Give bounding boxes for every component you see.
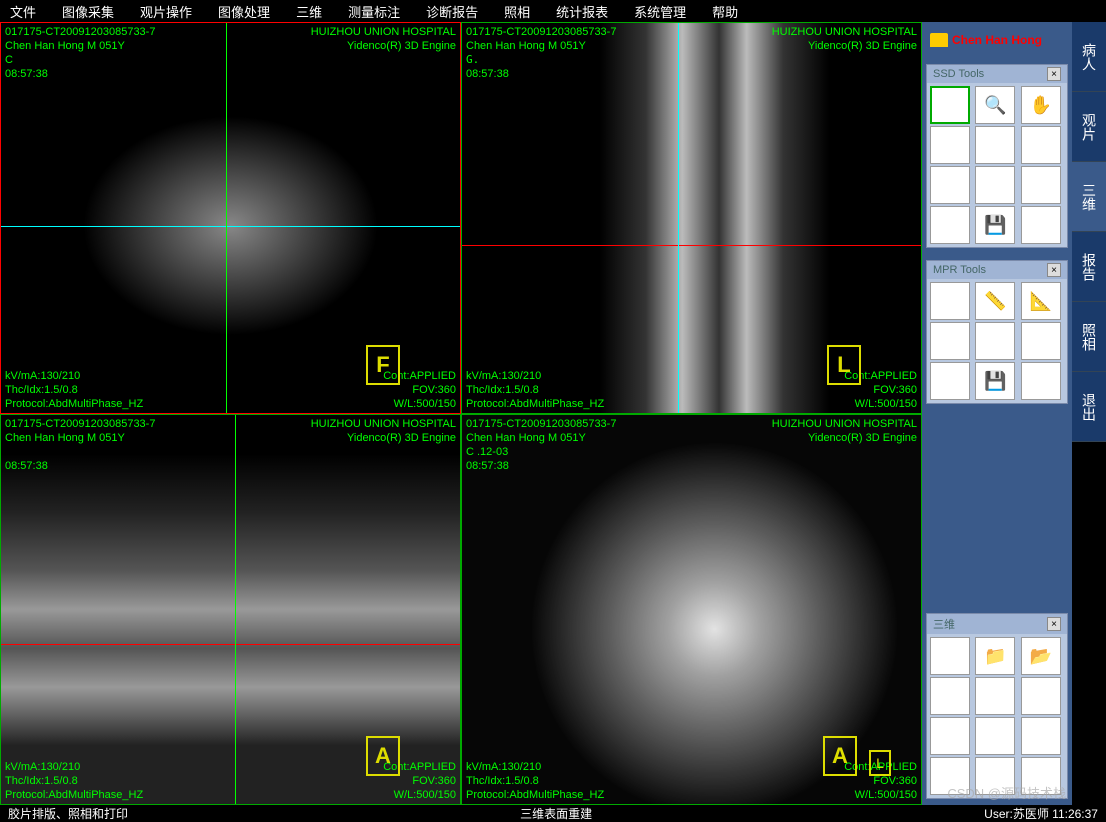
overlay-topleft: 017175-CT20091203085733-7Chen Han Hong M…	[466, 25, 616, 81]
tool-cube[interactable]: ◧	[975, 677, 1015, 715]
tool-pencil[interactable]: ✎	[975, 126, 1015, 164]
tool-grid2[interactable]: ⊞	[975, 717, 1015, 755]
watermark: CSDN @源码技术栈	[947, 783, 1066, 802]
tool-oval[interactable]: ⬭	[1021, 322, 1061, 360]
menu-诊断报告[interactable]: 诊断报告	[426, 2, 478, 21]
status-center: 三维表面重建	[520, 805, 592, 822]
tool-save[interactable]: 💾	[975, 206, 1015, 244]
san-toolbox: 三维× ▤📁📂⬚◧▨▪⊞☺〰	[926, 613, 1068, 799]
tool-empty[interactable]	[1021, 362, 1061, 400]
tab-退出[interactable]: 退出	[1072, 372, 1106, 442]
crosshair-v[interactable]	[678, 23, 679, 413]
overlay-botleft: kV/mA:130/210Thc/Idx:1.5/0.8Protocol:Abd…	[466, 760, 604, 802]
crosshair-v[interactable]	[235, 415, 236, 805]
status-left: 胶片排版、照相和打印	[8, 805, 128, 822]
menu-测量标注[interactable]: 测量标注	[348, 2, 400, 21]
viewport-sagittal[interactable]: 017175-CT20091203085733-7Chen Han Hong M…	[461, 22, 922, 414]
tab-照相[interactable]: 照相	[1072, 302, 1106, 372]
overlay-topright: HUIZHOU UNION HOSPITALYidenco(R) 3D Engi…	[311, 417, 456, 445]
menu-三维[interactable]: 三维	[296, 2, 322, 21]
tool-ruler1[interactable]: 📏	[975, 282, 1015, 320]
tool-undo[interactable]: ↶	[1021, 166, 1061, 204]
overlay-botleft: kV/mA:130/210Thc/Idx:1.5/0.8Protocol:Abd…	[466, 369, 604, 411]
tool-dotcircle[interactable]: ⊙	[930, 362, 970, 400]
overlay-topright: HUIZHOU UNION HOSPITALYidenco(R) 3D Engi…	[772, 25, 917, 53]
tool-empty[interactable]	[1021, 206, 1061, 244]
tool-hand[interactable]: ✋	[1021, 86, 1061, 124]
close-icon[interactable]: ×	[1047, 263, 1061, 277]
close-icon[interactable]: ×	[1047, 617, 1061, 631]
tool-ruler3[interactable]: ⟋	[930, 322, 970, 360]
status-bar: 胶片排版、照相和打印 三维表面重建 User:苏医师 11:26:37	[0, 805, 1106, 822]
menu-系统管理[interactable]: 系统管理	[634, 2, 686, 21]
tool-folder[interactable]: 📁	[975, 637, 1015, 675]
tool-ruler2[interactable]: 📐	[1021, 282, 1061, 320]
overlay-topleft: 017175-CT20091203085733-7Chen Han Hong M…	[5, 417, 155, 473]
crosshair-h[interactable]	[1, 226, 460, 227]
tool-rect[interactable]: ▭	[930, 86, 970, 124]
tool-sq[interactable]: ▪	[930, 717, 970, 755]
tool-save[interactable]: 💾	[975, 362, 1015, 400]
viewport-coronal[interactable]: 017175-CT20091203085733-7Chen Han Hong M…	[0, 414, 461, 806]
tool-lines[interactable]: ≡	[1021, 126, 1061, 164]
orientation-marker: F	[366, 345, 400, 385]
overlay-topleft: 017175-CT20091203085733-7Chen Han Hong M…	[466, 417, 616, 473]
folder-icon	[930, 33, 948, 47]
tool-scissors[interactable]: ✂	[975, 166, 1015, 204]
tool-lasso[interactable]: ◯	[930, 166, 970, 204]
mpr-toolbox: MPR Tools × ▦📏📐 ⟋◎⬭ ⊙💾	[926, 260, 1068, 404]
menu-bar: 文件 图像采集 观片操作 图像处理 三维 测量标注 诊断报告 照相 统计报表 系统管理 帮助	[0, 0, 1106, 22]
orientation-marker-a: A	[823, 736, 857, 776]
tab-观片[interactable]: 观片	[1072, 92, 1106, 162]
overlay-topright: HUIZHOU UNION HOSPITALYidenco(R) 3D Engi…	[772, 417, 917, 445]
tab-三维[interactable]: 三维	[1072, 162, 1106, 232]
sidebar-tabs: 病人观片三维报告照相退出	[1072, 22, 1106, 442]
tool-grid[interactable]: ▦	[930, 282, 970, 320]
overlay-botleft: kV/mA:130/210Thc/Idx:1.5/0.8Protocol:Abd…	[5, 760, 143, 802]
tool-mesh[interactable]: ▨	[1021, 677, 1061, 715]
ssd-title: SSD Tools	[933, 68, 984, 80]
mpr-title: MPR Tools	[933, 264, 986, 276]
san-title: 三维	[933, 616, 955, 632]
status-right: User:苏医师 11:26:37	[984, 805, 1098, 822]
crosshair-h[interactable]	[1, 644, 460, 645]
overlay-botleft: kV/mA:130/210Thc/Idx:1.5/0.8Protocol:Abd…	[5, 369, 143, 411]
orientation-marker-l: L	[869, 750, 891, 776]
orientation-marker: A	[366, 736, 400, 776]
menu-帮助[interactable]: 帮助	[712, 2, 738, 21]
patient-name: Chen Han Hong	[952, 33, 1042, 47]
orientation-marker: L	[827, 345, 861, 385]
viewport-grid: 017175-CT20091203085733-7Chen Han Hong M…	[0, 22, 922, 805]
patient-tag[interactable]: Chen Han Hong	[926, 28, 1068, 52]
menu-观片操作[interactable]: 观片操作	[140, 2, 192, 21]
tool-crop[interactable]: ⬚	[930, 677, 970, 715]
menu-照相[interactable]: 照相	[504, 2, 530, 21]
tool-sun[interactable]: ☼	[930, 126, 970, 164]
overlay-topleft: 017175-CT20091203085733-7Chen Han Hong M…	[5, 25, 155, 81]
tool-head[interactable]: ☺	[1021, 717, 1061, 755]
tab-报告[interactable]: 报告	[1072, 232, 1106, 302]
tool-zoom[interactable]: 🔍	[975, 86, 1015, 124]
crosshair-v[interactable]	[226, 23, 227, 413]
menu-图像采集[interactable]: 图像采集	[62, 2, 114, 21]
tab-病人[interactable]: 病人	[1072, 22, 1106, 92]
crosshair-h[interactable]	[462, 245, 921, 246]
menu-统计报表[interactable]: 统计报表	[556, 2, 608, 21]
ssd-toolbox: SSD Tools × ▭🔍✋ ☼✎≡ ◯✂↶ ⊘💾	[926, 64, 1068, 248]
right-panel: Chen Han Hong SSD Tools× ▭🔍✋☼✎≡◯✂↶⊘💾 MPR…	[922, 22, 1072, 805]
close-icon[interactable]: ×	[1047, 67, 1061, 81]
overlay-topright: HUIZHOU UNION HOSPITALYidenco(R) 3D Engi…	[311, 25, 456, 53]
viewport-3d[interactable]: 017175-CT20091203085733-7Chen Han Hong M…	[461, 414, 922, 806]
menu-文件[interactable]: 文件	[10, 2, 36, 21]
tool-link[interactable]: ⊘	[930, 206, 970, 244]
menu-图像处理[interactable]: 图像处理	[218, 2, 270, 21]
tool-circle[interactable]: ◎	[975, 322, 1015, 360]
viewport-axial[interactable]: 017175-CT20091203085733-7Chen Han Hong M…	[0, 22, 461, 414]
tool-folder2[interactable]: 📂	[1021, 637, 1061, 675]
tool-stack[interactable]: ▤	[930, 637, 970, 675]
